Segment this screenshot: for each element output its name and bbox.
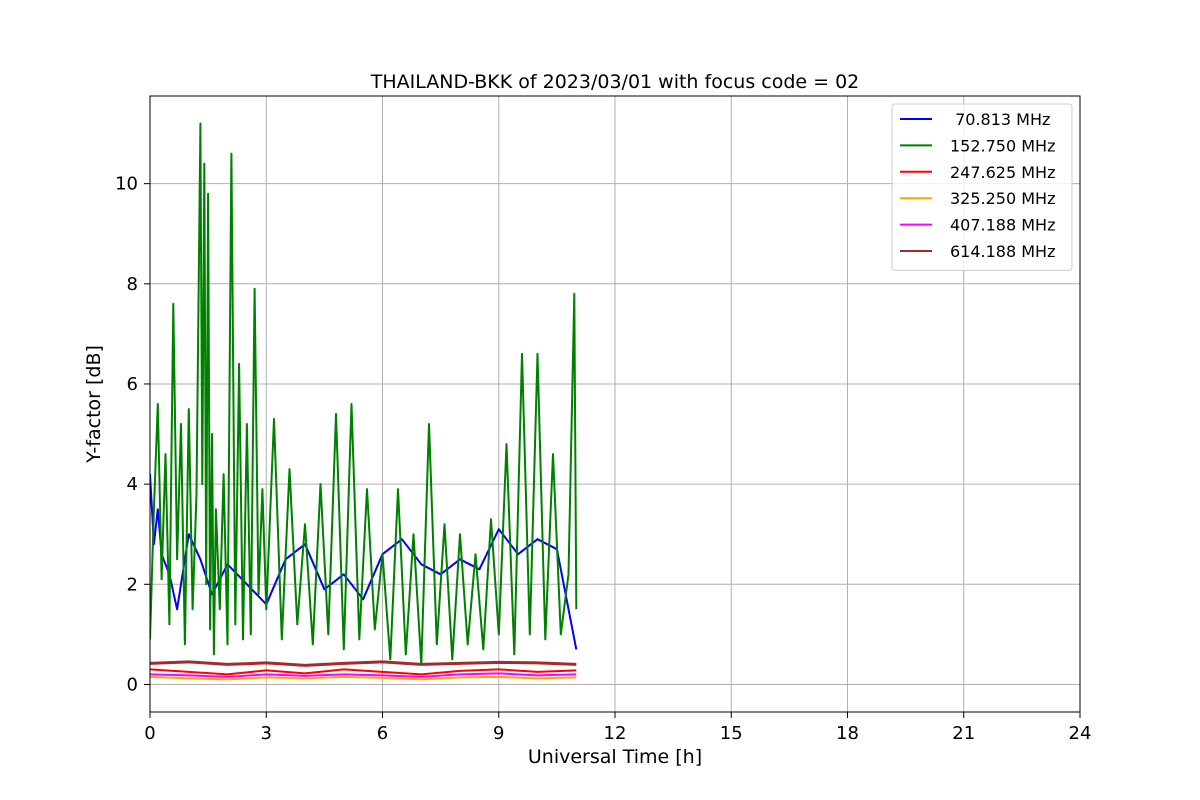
- series-line-2: [150, 668, 577, 676]
- x-tick-label: 9: [493, 723, 504, 744]
- y-tick-label: 10: [115, 174, 138, 195]
- legend-entry-label: 614.188 MHz: [950, 242, 1055, 261]
- y-tick-label: 2: [127, 574, 138, 595]
- x-tick-label: 15: [720, 723, 743, 744]
- chart-title: THAILAND-BKK of 2023/03/01 with focus co…: [370, 71, 860, 93]
- series-line-4: [150, 672, 577, 678]
- series-layer: [150, 122, 578, 681]
- series-line-5: [150, 660, 577, 667]
- x-ticks: 0 3 6 9 12 15 18 21 24: [144, 712, 1091, 744]
- series-line-3: [150, 675, 577, 681]
- x-tick-label: 0: [144, 723, 155, 744]
- legend-entry-label: 407.188 MHz: [950, 216, 1055, 235]
- y-tick-label: 8: [127, 274, 138, 295]
- legend-entry-label: 247.625 MHz: [950, 163, 1055, 182]
- y-tick-label: 0: [127, 674, 138, 695]
- legend-box: [891, 103, 1073, 271]
- x-tick-label: 3: [261, 723, 272, 744]
- x-axis-label: Universal Time [h]: [528, 746, 702, 768]
- legend-entry-label: 152.750 MHz: [950, 136, 1055, 155]
- series-line-1: [150, 122, 578, 666]
- x-tick-label: 6: [377, 723, 388, 744]
- legend-entry-label: 325.250 MHz: [950, 189, 1055, 208]
- x-tick-label: 21: [952, 723, 975, 744]
- y-tick-label: 6: [127, 374, 138, 395]
- y-tick-label: 4: [127, 474, 138, 495]
- x-tick-label: 12: [604, 723, 627, 744]
- y-axis-label: Y-factor [dB]: [83, 345, 105, 464]
- y-ticks: 0 2 4 6 8 10: [115, 174, 150, 695]
- legend: 70.813 MHz 152.750 MHz 247.625 MHz 325.250 …: [891, 103, 1073, 271]
- x-tick-label: 24: [1069, 723, 1092, 744]
- x-tick-label: 18: [836, 723, 859, 744]
- legend-entry-label: 70.813 MHz: [950, 110, 1050, 129]
